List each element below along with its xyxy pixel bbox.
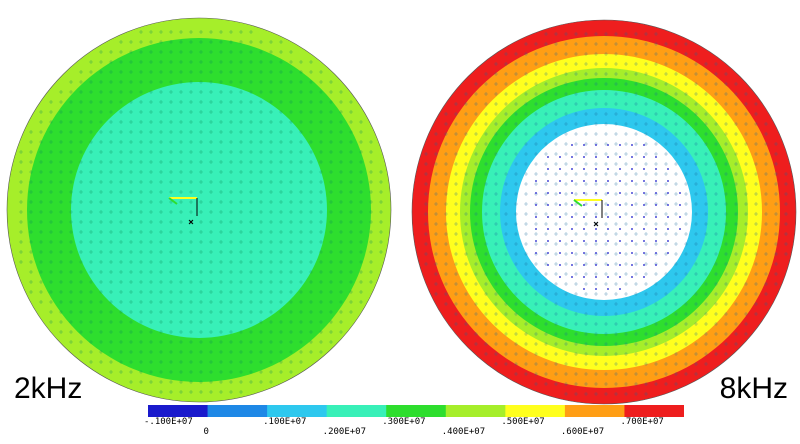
frequency-label-8khz: 8kHz bbox=[719, 372, 788, 405]
legend-tick-label: .500E+07 bbox=[501, 417, 545, 427]
frequency-label-2khz: 2kHz bbox=[14, 372, 83, 405]
core-mesh-dots bbox=[535, 144, 681, 290]
legend-tick-label: .700E+07 bbox=[620, 417, 664, 427]
legend-tick-label: .100E+07 bbox=[263, 417, 307, 427]
mesh-pattern bbox=[424, 32, 788, 396]
legend-tick-label: .300E+07 bbox=[382, 417, 426, 427]
color-legend: -.100E+07 0 .100E+07 .200E+07 .300E+07 .400E+… bbox=[144, 404, 685, 437]
legend-swatch-5 bbox=[386, 405, 447, 417]
legend-swatch-1 bbox=[148, 405, 209, 417]
legend-tick-label: 0 bbox=[203, 427, 209, 437]
contour-band-3 bbox=[71, 82, 327, 338]
legend-tick-label: .400E+07 bbox=[441, 427, 486, 437]
legend-swatch-9 bbox=[624, 405, 685, 417]
legend-swatch-4 bbox=[326, 405, 387, 417]
contour-plot-8khz bbox=[411, 19, 797, 405]
contour-band-core bbox=[516, 124, 692, 300]
legend-swatch-8 bbox=[564, 405, 625, 417]
legend-swatch-7 bbox=[505, 405, 566, 417]
legend-tick-label: -.100E+07 bbox=[144, 417, 193, 427]
legend-swatch-2 bbox=[207, 405, 268, 417]
legend-swatch-6 bbox=[445, 405, 506, 417]
coordinate-triad-icon bbox=[168, 197, 198, 225]
coordinate-triad-icon bbox=[573, 199, 603, 227]
legend-tick-label: .200E+07 bbox=[322, 427, 367, 437]
plate-boundary bbox=[411, 19, 797, 405]
legend-swatch-3 bbox=[267, 405, 328, 417]
contour-plot-2khz bbox=[6, 17, 392, 403]
mesh-pattern bbox=[19, 30, 383, 394]
legend-color-bar bbox=[148, 405, 685, 417]
plate-boundary bbox=[6, 17, 392, 403]
legend-tick-label: .600E+07 bbox=[560, 427, 605, 437]
